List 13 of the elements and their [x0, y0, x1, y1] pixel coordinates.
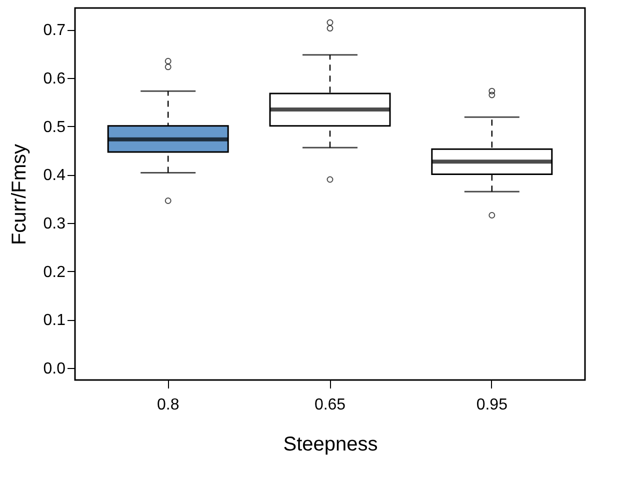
x-tick-label: 0.8	[156, 396, 180, 414]
y-tick-label: 0.1	[43, 312, 66, 330]
y-tick-label: 0.0	[43, 360, 66, 378]
x-axis-title: Steepness	[283, 434, 378, 456]
y-tick-label: 0.6	[43, 70, 66, 88]
y-tick-label: 0.4	[43, 167, 66, 184]
y-tick-label: 0.5	[43, 118, 66, 136]
y-axis-title: Fcurr/Fmsy	[8, 144, 30, 246]
y-tick-label: 0.2	[43, 264, 66, 281]
x-tick-label: 0.65	[314, 396, 346, 414]
x-tick-label: 0.95	[476, 396, 508, 414]
y-tick-label: 0.7	[43, 22, 66, 40]
y-tick-label: 0.3	[43, 215, 66, 232]
